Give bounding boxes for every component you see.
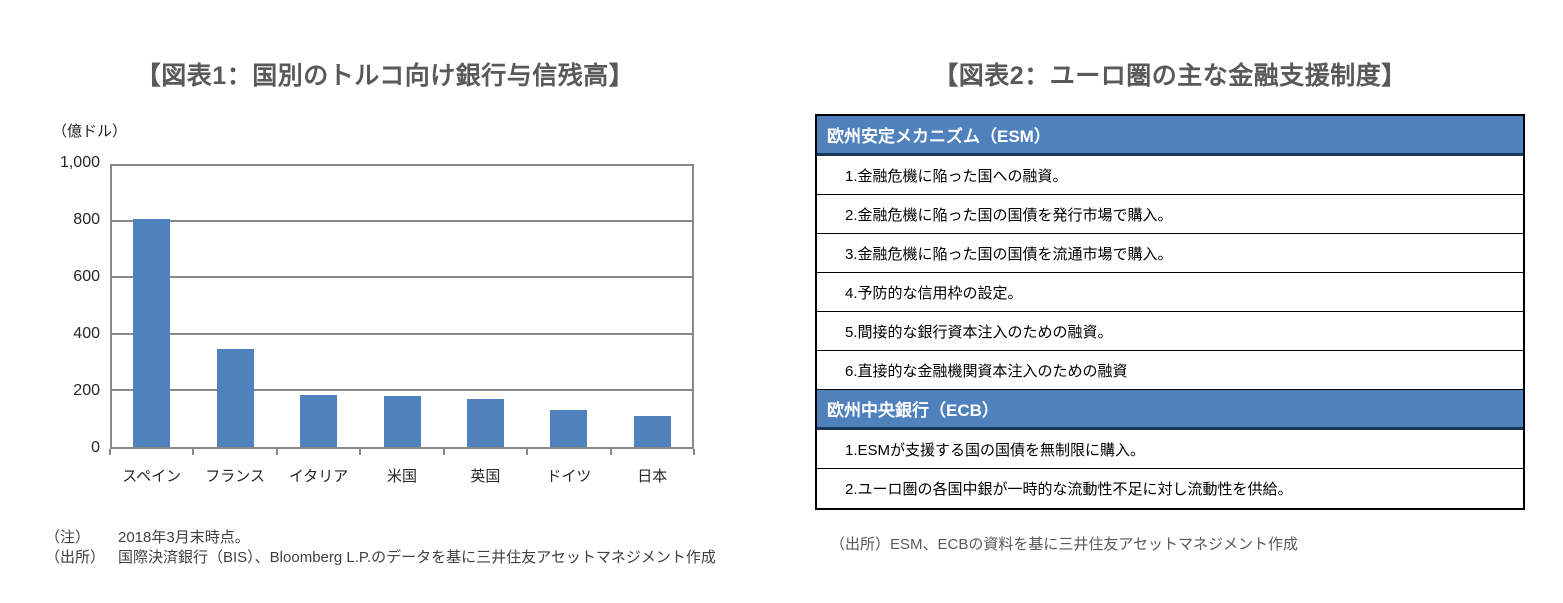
- x-axis-tick: [609, 449, 612, 455]
- x-axis-tick: [359, 449, 362, 455]
- gridline: [112, 388, 692, 391]
- x-axis-category-label: 日本: [637, 468, 668, 485]
- bar-フランス: [216, 348, 254, 447]
- y-axis-tick-label: 0: [91, 439, 100, 456]
- fig1-source-label: （出所）: [45, 549, 106, 566]
- fig1-note-label: （注）: [45, 529, 91, 546]
- table-section-header-esm: 欧州安定メカニズム（ESM）: [817, 116, 1523, 156]
- x-axis-tick: [109, 449, 111, 455]
- gridline: [112, 220, 692, 223]
- x-axis-tick: [526, 449, 529, 455]
- table-row: 6.直接的な金融機関資本注入のための融資: [817, 351, 1523, 390]
- fig2-source: （出所）ESM、ECBの資料を基に三井住友アセットマネジメント作成: [830, 536, 1299, 553]
- bar-スペイン: [133, 219, 171, 447]
- x-axis-tick: [693, 449, 695, 455]
- x-axis-category-label: 米国: [386, 468, 417, 485]
- bar-イタリア: [300, 395, 338, 447]
- table-row: 3.金融危機に陥った国の国債を流通市場で購入。: [817, 234, 1523, 273]
- fig1-y-axis-unit-label: （億ドル）: [52, 123, 128, 140]
- bar-日本: [633, 416, 671, 447]
- fig2-table: 欧州安定メカニズム（ESM） 1.金融危機に陥った国への融資。 2.金融危機に陥…: [815, 114, 1525, 510]
- table-row: 1.金融危機に陥った国への融資。: [817, 156, 1523, 195]
- bar-ドイツ: [550, 410, 588, 447]
- table-section-header-ecb: 欧州中央銀行（ECB）: [817, 390, 1523, 430]
- y-axis-tick-label: 600: [73, 268, 100, 285]
- fig1-source-text: 国際決済銀行（BIS）、Bloomberg L.P.のデータを基に三井住友アセッ…: [118, 549, 716, 566]
- x-axis-category-label: フランス: [205, 468, 265, 485]
- x-axis-category-label: 英国: [470, 468, 501, 485]
- y-axis-tick-label: 200: [73, 382, 100, 399]
- gridline: [112, 276, 692, 279]
- fig1-plot-area: [110, 164, 694, 449]
- fig2-title: 【図表2：ユーロ圏の主な金融支援制度】: [933, 62, 1407, 90]
- table-row: 4.予防的な信用枠の設定。: [817, 273, 1523, 312]
- fig1-note-row: （注） 2018年3月末時点。: [45, 528, 718, 548]
- y-axis-tick-label: 1,000: [59, 154, 100, 171]
- x-axis-tick: [192, 449, 195, 455]
- x-axis-category-label: ドイツ: [546, 468, 592, 485]
- fig1-title: 【図表1：国別のトルコ向け銀行与信残高】: [135, 62, 635, 90]
- x-axis-tick: [275, 449, 278, 455]
- table-row: 2.ユーロ圏の各国中銀が一時的な流動性不足に対し流動性を供給。: [845, 481, 1293, 498]
- x-axis-category-label: イタリア: [288, 468, 349, 485]
- table-row: 1.ESMが支援する国の国債を無制限に購入。: [817, 430, 1523, 469]
- x-axis-tick: [442, 449, 445, 455]
- table-row: 2.金融危機に陥った国の国債を発行市場で購入。: [817, 195, 1523, 234]
- x-axis-category-label: スペイン: [122, 468, 182, 485]
- bar-米国: [383, 396, 421, 447]
- bar-英国: [466, 399, 504, 447]
- y-axis-tick-label: 800: [73, 211, 100, 228]
- y-axis-tick-label: 400: [73, 325, 100, 342]
- fig1-note-text: 2018年3月末時点。: [118, 529, 250, 546]
- fig1-source-row: （出所） 国際決済銀行（BIS）、Bloomberg L.P.のデータを基に三井…: [45, 548, 718, 568]
- fig1-notes: （注） 2018年3月末時点。 （出所） 国際決済銀行（BIS）、Bloombe…: [45, 528, 718, 568]
- gridline: [112, 332, 692, 335]
- table-row: 5.間接的な銀行資本注入のための融資。: [817, 312, 1523, 351]
